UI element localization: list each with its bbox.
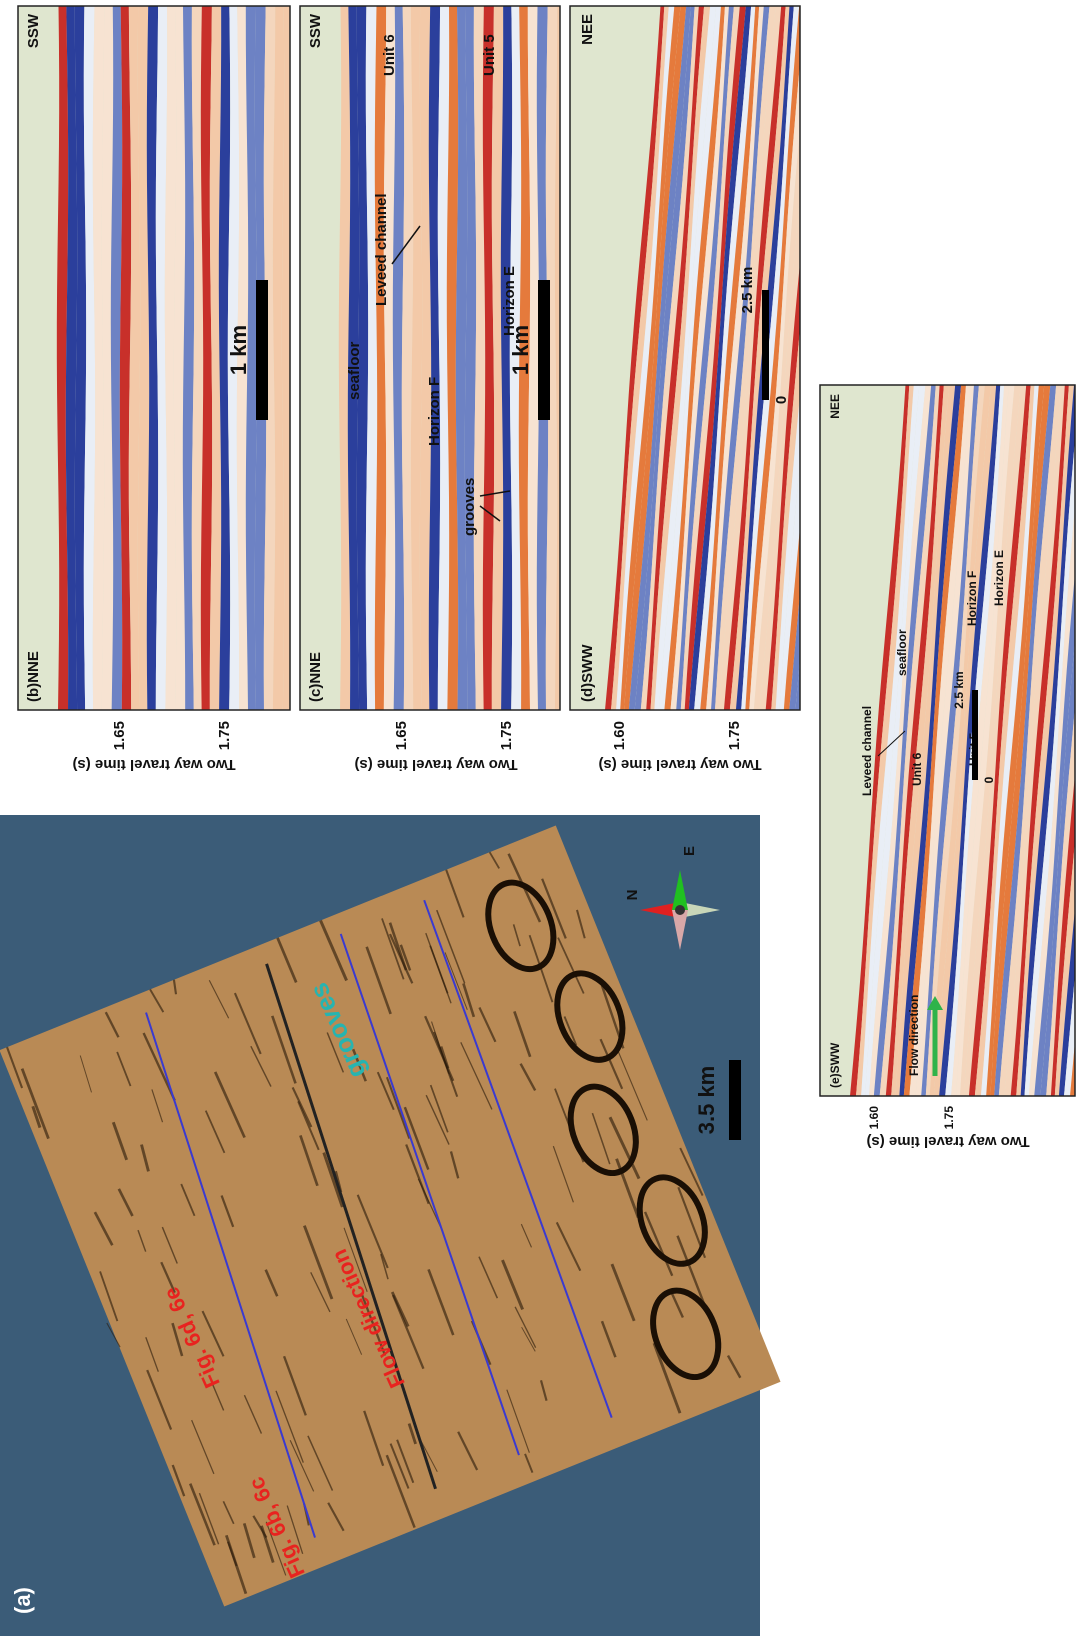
tick-label: 1.75 [942,1106,956,1130]
scale-bar [762,290,769,400]
panel-label: (b)NNE [25,651,42,702]
tick-label: 1.65 [393,721,410,750]
scale-bar [256,280,268,420]
annotation: grooves [461,478,478,536]
annotation: Horizon E [992,550,1006,606]
annotation: Horizon E [501,266,518,336]
scale-label: 2.5 km [952,671,966,708]
panel-label: (d)SWW [579,644,596,702]
annotation: Unit 6 [381,34,398,76]
section-image [820,385,1081,1096]
annotation: seafloor [895,629,909,676]
tick-label: 1.75 [498,721,515,750]
annotation: Horizon F [965,571,979,626]
annotation: seafloor [346,341,363,400]
reflector [1076,385,1081,1096]
direction-label: NEE [579,14,596,45]
scale-bar [972,690,978,780]
scale-label: 0 [773,396,790,404]
panel-label: (e)SWW [828,1042,842,1088]
axis-label: Two way travel time (s) [354,756,517,773]
scale-label: 0 [982,776,996,783]
panel-label: (a) [10,1587,35,1614]
direction-label: SSW [25,13,42,48]
scale-label: 1 km [226,325,251,375]
axis-label: Two way travel time (s) [72,756,235,773]
compass-label: E [681,846,698,856]
panel-label: (c)NNE [307,652,324,702]
scale-bar [729,1060,741,1140]
rotated-figure: (a) Fig. 6d, 6e Flow direction grooves F… [0,6,1081,1636]
tick-label: 1.75 [216,721,233,750]
tick-label: 1.65 [111,721,128,750]
tick-label: 1.60 [611,721,628,750]
direction-label: NEE [828,394,842,419]
seismic-section [820,385,1081,1096]
axis-label: Two way travel time (s) [866,1133,1029,1150]
scale-bar [538,280,550,420]
annotation: Unit 6 [910,752,924,786]
tick-label: 1.75 [726,721,743,750]
annotation: Leveed channel [373,193,390,306]
compass-label: N [624,890,641,901]
scale-label: 2.5 km [739,267,756,314]
annotation: Leveed channel [860,706,874,796]
axis-label: Two way travel time (s) [598,756,761,773]
scale-label: 3.5 km [694,1066,719,1135]
annotation: Unit 5 [481,34,498,76]
figure: (a) Fig. 6d, 6e Flow direction grooves F… [0,0,1081,1636]
tick-label: 1.60 [867,1106,881,1130]
annotation: Horizon F [426,377,443,446]
annotation: Flow direction [907,995,921,1076]
direction-label: SSW [307,13,324,48]
